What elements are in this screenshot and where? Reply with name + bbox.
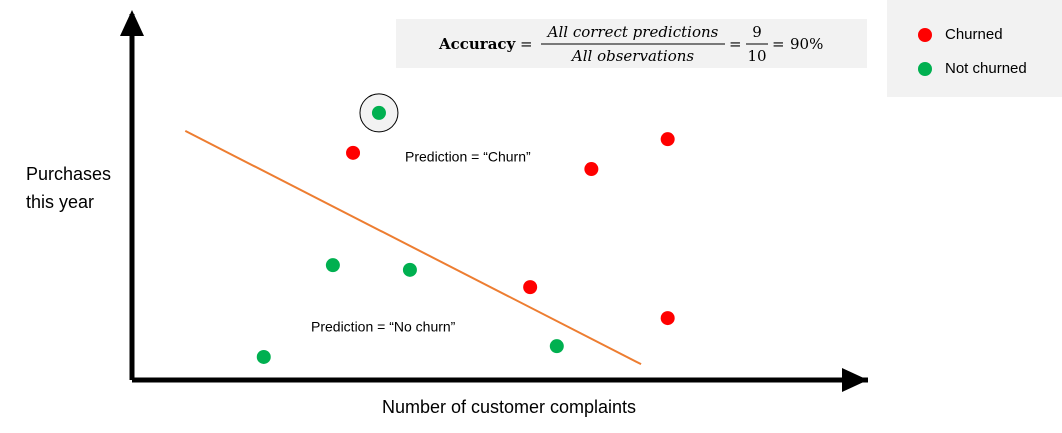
formula-denominator: All observations bbox=[570, 47, 695, 65]
decision-line bbox=[184, 129, 642, 366]
annotation: Prediction = “No churn” bbox=[311, 319, 456, 335]
point bbox=[371, 105, 386, 120]
formula-equals: = bbox=[772, 35, 785, 53]
point bbox=[584, 162, 599, 177]
legend-label: Churned bbox=[945, 26, 1003, 43]
point bbox=[660, 132, 675, 147]
formula-numerator: All correct predictions bbox=[546, 23, 719, 41]
legend-label: Not churned bbox=[945, 60, 1027, 77]
formula-result: 90% bbox=[790, 35, 823, 53]
formula: Accuracy = All correct predictions All o… bbox=[438, 23, 823, 65]
annotation: Prediction = “Churn” bbox=[405, 149, 531, 165]
formula-numerator: 9 bbox=[752, 23, 762, 41]
point bbox=[549, 339, 564, 354]
point bbox=[402, 262, 417, 277]
point bbox=[325, 258, 340, 273]
point bbox=[256, 349, 271, 364]
formula-equals: = bbox=[520, 35, 533, 53]
x-arrow bbox=[842, 368, 868, 392]
y-arrow bbox=[120, 10, 144, 36]
point bbox=[660, 311, 675, 326]
y-axis-label: this year bbox=[26, 192, 94, 212]
y-axis-label: Purchases bbox=[26, 164, 111, 184]
formula-denominator: 10 bbox=[747, 47, 766, 65]
formula-label: Accuracy bbox=[438, 35, 517, 53]
legend-box bbox=[887, 0, 1062, 97]
legend-marker bbox=[918, 28, 932, 42]
point bbox=[523, 280, 538, 295]
formula-equals: = bbox=[729, 35, 742, 53]
legend-marker bbox=[918, 62, 932, 76]
point bbox=[346, 145, 361, 160]
x-axis-label: Number of customer complaints bbox=[382, 397, 636, 417]
